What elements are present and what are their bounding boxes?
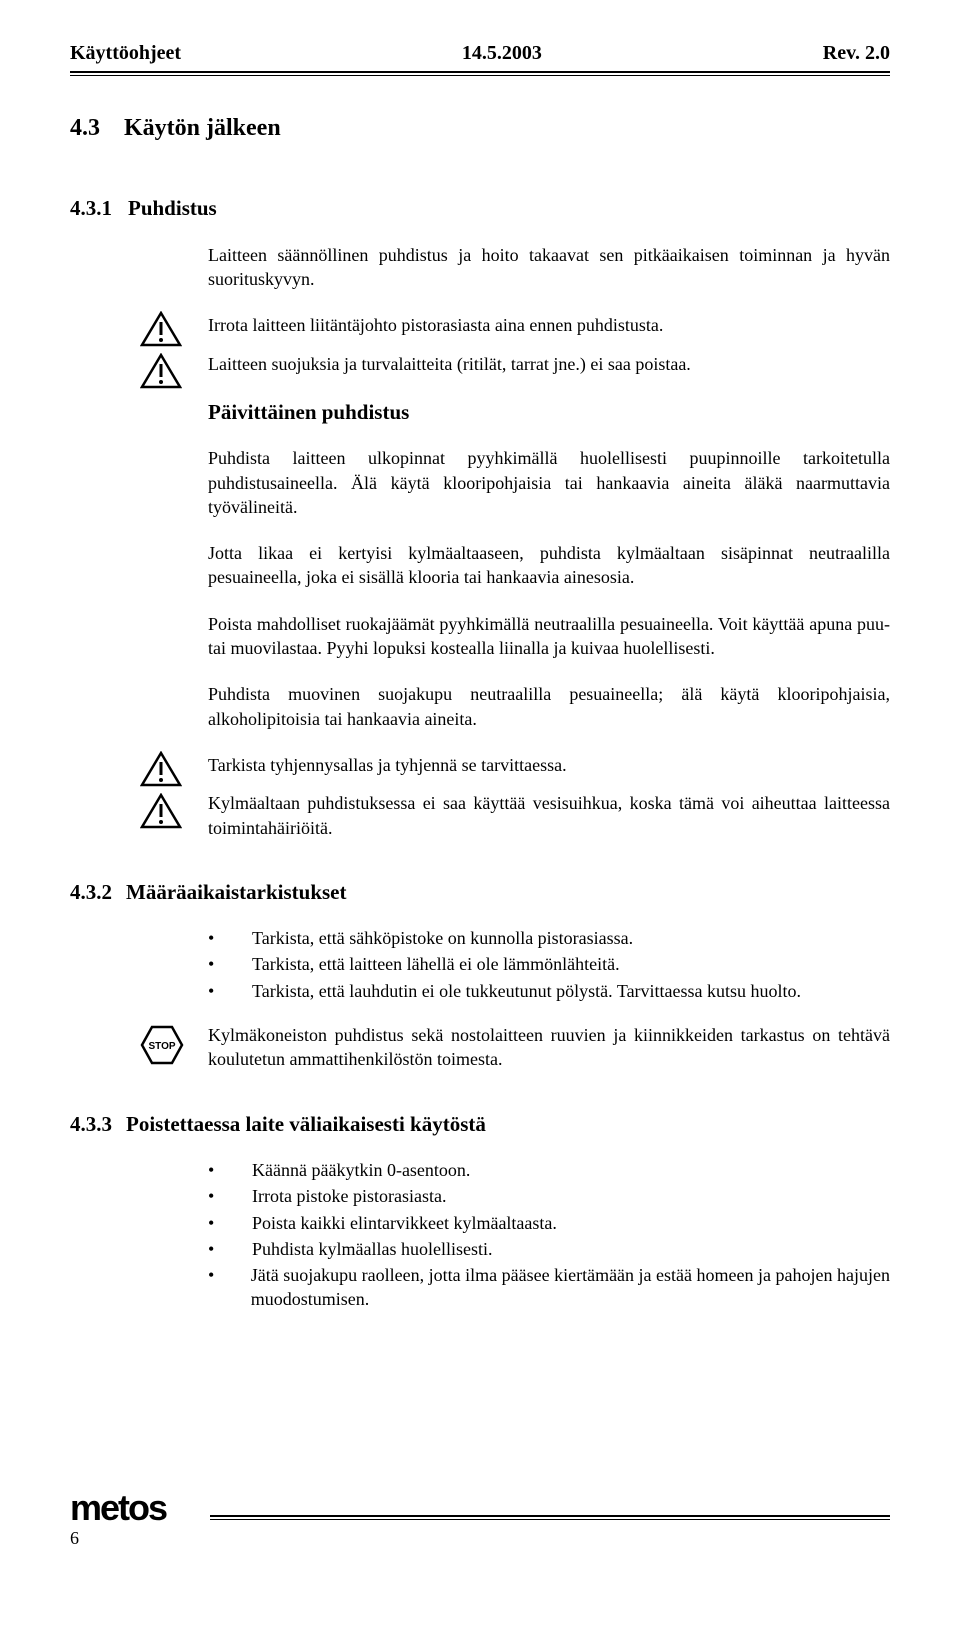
paragraph-unplug: Irrota laitteen liitäntäjohto pistorasia…: [208, 313, 890, 337]
list-item: •Poista kaikki elintarvikkeet kylmäaltaa…: [208, 1211, 890, 1235]
list-item-text: Poista kaikki elintarvikkeet kylmäaltaas…: [252, 1211, 557, 1235]
list-item: •Tarkista, että laitteen lähellä ei ole …: [208, 952, 890, 976]
stop-icon-block: STOP: [140, 1025, 200, 1065]
paragraph-intro: Laitteen säännöllinen puhdistus ja hoito…: [208, 243, 890, 292]
header-title: Käyttöohjeet: [70, 40, 181, 67]
page-header: Käyttöohjeet 14.5.2003 Rev. 2.0: [70, 40, 890, 67]
list-item: •Käännä pääkytkin 0-asentoon.: [208, 1158, 890, 1182]
paragraph-service: Kylmäkoneiston puhdistus sekä nostolaitt…: [208, 1023, 890, 1072]
section-4-3-num: 4.3: [70, 115, 100, 141]
warning-icon: [140, 353, 200, 389]
paragraph-drain: Tarkista tyhjennysallas ja tyhjennä se t…: [208, 753, 890, 777]
paragraph-interior: Jotta likaa ei kertyisi kylmäaltaaseen, …: [208, 541, 890, 590]
page-footer: metos 6: [70, 1484, 890, 1550]
stop-icon: STOP: [140, 1025, 200, 1065]
section-4-3-3-num: 4.3.3: [70, 1110, 112, 1138]
list-item-text: Irrota pistoke pistorasiasta.: [252, 1184, 446, 1208]
section-4-3-3: 4.3.3 Poistettaessa laite väliaikaisesti…: [70, 1110, 890, 1138]
list-item-text: Käännä pääkytkin 0-asentoon.: [252, 1158, 470, 1182]
section-4-3-title: Käytön jälkeen: [124, 115, 281, 141]
decommission-list: •Käännä pääkytkin 0-asentoon. •Irrota pi…: [208, 1158, 890, 1312]
list-item: •Jätä suojakupu raolleen, jotta ilma pää…: [208, 1263, 890, 1312]
paragraph-cover: Puhdista muovinen suojakupu neutraalilla…: [208, 682, 890, 731]
list-item: •Tarkista, että lauhdutin ei ole tukkeut…: [208, 979, 890, 1003]
list-item-text: Jätä suojakupu raolleen, jotta ilma pääs…: [251, 1263, 890, 1312]
paragraph-no-water: Kylmäaltaan puhdistuksessa ei saa käyttä…: [208, 791, 890, 840]
section-4-3-2-title: Määräaikaistarkistukset: [126, 878, 347, 906]
section-4-3-1-title: Puhdistus: [128, 194, 217, 222]
section-4-3-1-num: 4.3.1: [70, 194, 112, 222]
warning-icon: [140, 751, 200, 787]
list-item: •Tarkista, että sähköpistoke on kunnolla…: [208, 926, 890, 950]
warning-icons-1: [140, 311, 200, 389]
paragraph-residue: Poista mahdolliset ruokajäämät pyyhkimäl…: [208, 612, 890, 661]
header-date: 14.5.2003: [462, 40, 542, 67]
header-rule-bottom: [70, 75, 890, 76]
section-4-3: 4.3 Käytön jälkeen: [70, 112, 890, 144]
warning-icon: [140, 311, 200, 347]
list-item-text: Tarkista, että lauhdutin ei ole tukkeutu…: [252, 979, 801, 1003]
periodic-check-list: •Tarkista, että sähköpistoke on kunnolla…: [208, 926, 890, 1003]
daily-cleaning-heading: Päivittäinen puhdistus: [208, 398, 890, 426]
warning-icons-2: [140, 751, 200, 829]
page-number: 6: [70, 1526, 890, 1550]
section-4-3-3-title: Poistettaessa laite väliaikaisesti käytö…: [126, 1110, 486, 1138]
paragraph-exterior: Puhdista laitteen ulkopinnat pyyhkimällä…: [208, 446, 890, 519]
section-4-3-1: 4.3.1 Puhdistus: [70, 194, 890, 222]
list-item-text: Tarkista, että laitteen lähellä ei ole l…: [252, 952, 620, 976]
list-item-text: Puhdista kylmäallas huolellisesti.: [252, 1237, 492, 1261]
list-item: •Puhdista kylmäallas huolellisesti.: [208, 1237, 890, 1261]
section-4-3-2: 4.3.2 Määräaikaistarkistukset: [70, 878, 890, 906]
paragraph-guards: Laitteen suojuksia ja turvalaitteita (ri…: [208, 352, 890, 376]
list-item: •Irrota pistoke pistorasiasta.: [208, 1184, 890, 1208]
warning-icon: [140, 793, 200, 829]
section-4-3-2-num: 4.3.2: [70, 878, 112, 906]
footer-rule-bottom: [210, 1519, 890, 1520]
brand-logo: metos: [70, 1484, 176, 1533]
stop-icon-label: STOP: [148, 1041, 175, 1052]
header-rev: Rev. 2.0: [823, 40, 890, 67]
footer-rule-top: [210, 1515, 890, 1517]
list-item-text: Tarkista, että sähköpistoke on kunnolla …: [252, 926, 633, 950]
